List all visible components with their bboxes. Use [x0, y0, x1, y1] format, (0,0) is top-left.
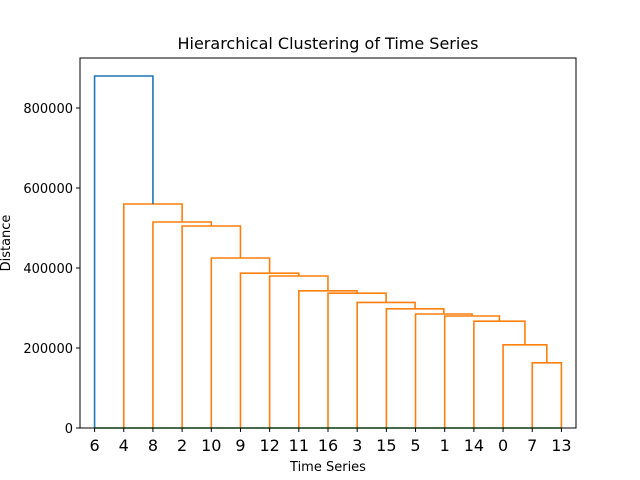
dendrogram-link-0 [531, 362, 563, 428]
dendrogram-link-2 [473, 320, 526, 428]
x-tick-label: 7 [527, 436, 537, 455]
dendrogram-link-3 [443, 315, 501, 428]
y-tick-label: 400000 [23, 262, 73, 277]
y-tick-label: 800000 [23, 102, 73, 117]
x-tick-label: 3 [352, 436, 362, 455]
x-axis-label: Time Series [289, 460, 366, 475]
x-tick-label: 5 [410, 436, 420, 455]
chart-title: Hierarchical Clustering of Time Series [177, 34, 478, 53]
dendrogram-link-15 [93, 75, 154, 428]
x-tick-label: 6 [89, 436, 99, 455]
x-tick-label: 16 [318, 436, 338, 455]
x-tick-label: 12 [259, 436, 279, 455]
x-tick-label: 11 [289, 436, 309, 455]
dendrogram-link-4 [414, 313, 473, 428]
x-tick-label: 15 [376, 436, 396, 455]
x-axis-ticks: 6 4 8 2 10 9 12 11 16 3 15 5 1 14 0 7 13 [89, 428, 572, 455]
y-axis-label: Distance [0, 215, 14, 272]
x-tick-label: 0 [498, 436, 508, 455]
dendrogram-link-1 [502, 344, 548, 428]
dendrogram-links [93, 75, 563, 428]
x-tick-label: 8 [148, 436, 158, 455]
y-tick-label: 0 [65, 422, 73, 437]
x-tick-label: 1 [440, 436, 450, 455]
y-axis-ticks: 0 200000 400000 600000 800000 [23, 102, 80, 437]
x-tick-label: 13 [551, 436, 571, 455]
x-tick-label: 4 [119, 436, 129, 455]
y-tick-label: 200000 [23, 342, 73, 357]
x-tick-label: 2 [177, 436, 187, 455]
x-tick-label: 14 [464, 436, 484, 455]
x-tick-label: 10 [201, 436, 221, 455]
y-tick-label: 600000 [23, 182, 73, 197]
x-tick-label: 9 [235, 436, 245, 455]
